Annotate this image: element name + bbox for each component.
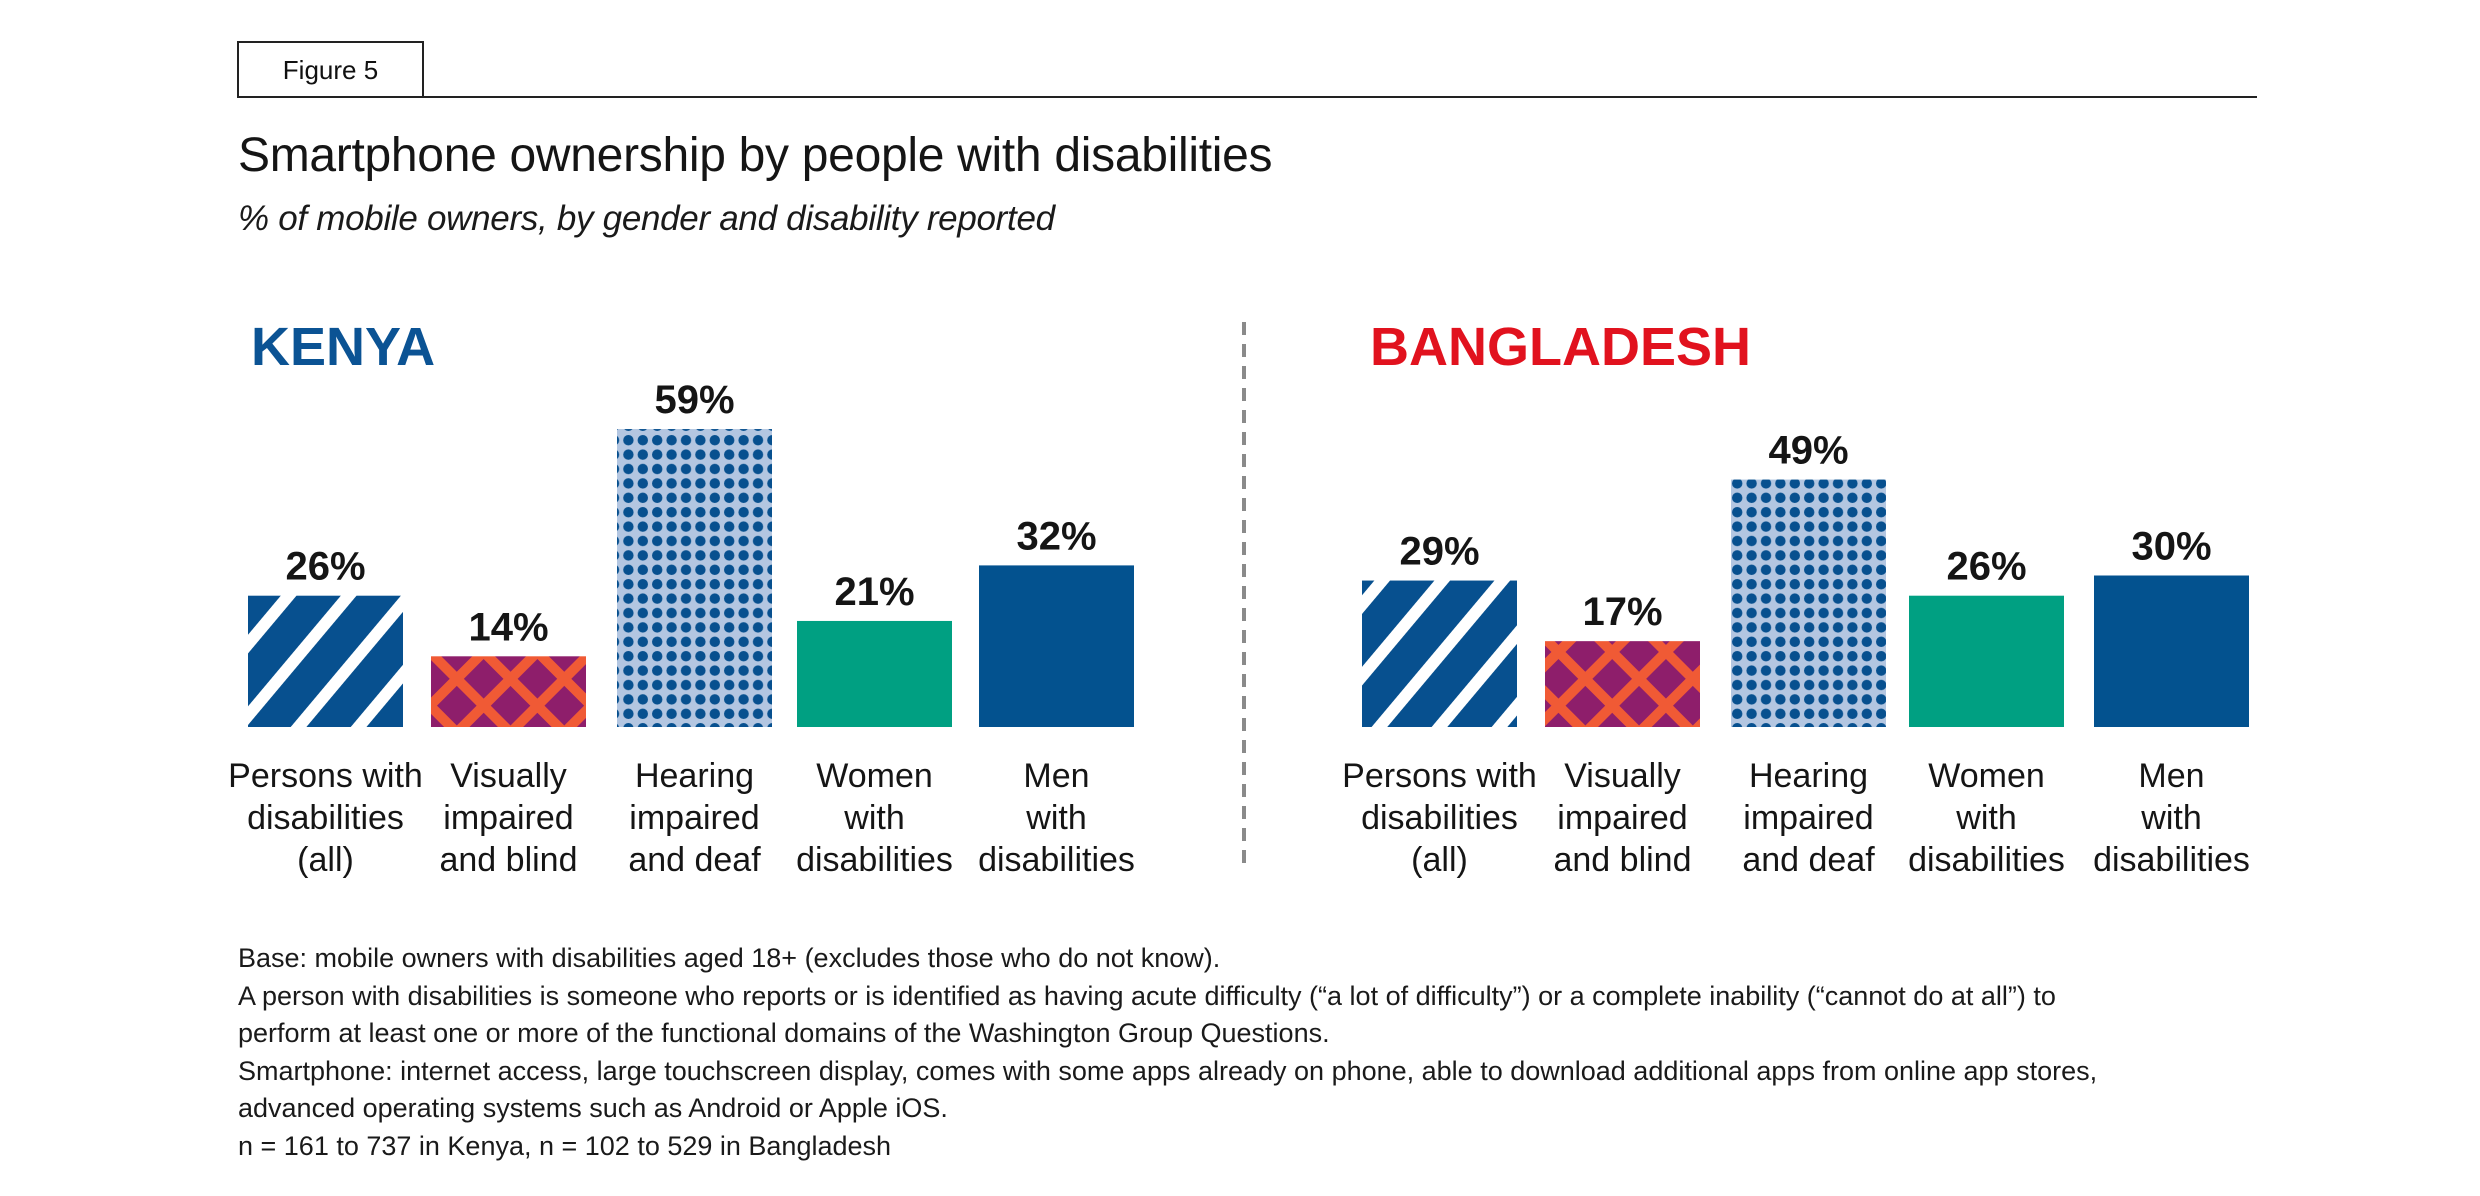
footnote-definition-1: A person with disabilities is someone wh… [238,980,2056,1011]
bangladesh-category-label-2-line-3: and blind [1553,841,1691,879]
kenya-category-label-4-line-3: disabilities [796,841,953,879]
kenya-category-label-3-line-3: and deaf [628,841,761,879]
kenya-category-label-3-line-1: Hearing [635,757,754,795]
bangladesh-value-label-3: 49% [1768,429,1848,473]
bangladesh-category-label-3-line-1: Hearing [1749,757,1868,795]
kenya-category-label-5-line-3: disabilities [978,841,1135,879]
kenya-category-label-5-line-1: Men [1023,757,1089,795]
bangladesh-value-label-1: 29% [1399,530,1479,574]
bangladesh-category-label-3-line-3: and deaf [1742,841,1875,879]
chart-title: Smartphone ownership by people with disa… [238,129,1273,182]
figure-label-text: Figure 5 [282,54,379,85]
footnote-smartphone-2: advanced operating systems such as Andro… [238,1093,948,1123]
bangladesh-category-label-4-line-1: Women [1928,757,2045,795]
bangladesh-panel-title: BANGLADESH [1370,317,1752,377]
bangladesh-category-label-2-line-2: impaired [1557,799,1687,837]
kenya-bar-3 [617,429,772,727]
bangladesh-category-label-5-line-2: with [2140,799,2201,837]
bangladesh-value-label-5: 30% [2131,525,2211,569]
bangladesh-category-label-5-line-3: disabilities [2093,841,2250,879]
kenya-category-label-4-line-2: with [843,799,904,837]
bangladesh-category-label-4-line-2: with [1955,799,2016,837]
figure-label: Figure 5 [237,41,424,97]
footnote-smartphone-1: Smartphone: internet access, large touch… [238,1055,2098,1086]
footnote-base: Base: mobile owners with disabilities ag… [238,943,1221,973]
bangladesh-value-label-4: 26% [1946,545,2026,589]
bangladesh-value-label-2: 17% [1582,590,1662,634]
panel-divider [1242,322,1246,870]
kenya-bar-2 [431,656,586,727]
bangladesh-bar-5 [2094,575,2249,727]
bangladesh-category-label-1-line-3: (all) [1411,841,1468,879]
kenya-bar-4 [797,620,952,727]
kenya-category-label-1-line-2: disabilities [247,799,404,837]
bangladesh-bar-2 [1545,641,1700,727]
kenya-category-label-5-line-2: with [1025,799,1086,837]
bangladesh-bar-1 [1362,580,1517,727]
bangladesh-category-label-1-line-1: Persons with [1342,757,1537,795]
kenya-bar-5 [979,565,1134,727]
bangladesh-category-label-3-line-2: impaired [1743,799,1873,837]
kenya-category-label-1-line-1: Persons with [228,757,423,795]
footnote-definition-2: perform at least one or more of the func… [238,1018,1330,1048]
kenya-value-label-1: 26% [285,545,365,589]
kenya-panel-title: KENYA [251,317,436,377]
kenya-category-label-2-line-2: impaired [443,799,573,837]
kenya-category-label-2-line-3: and blind [439,841,577,879]
header-rule [237,96,2257,98]
bangladesh-category-label-2-line-1: Visually [1564,757,1681,795]
kenya-value-label-2: 14% [468,605,548,649]
kenya-value-label-4: 21% [834,570,914,614]
bangladesh-bar-4 [1909,595,2064,727]
bangladesh-category-label-4-line-3: disabilities [1908,841,2065,879]
chart-subtitle: % of mobile owners, by gender and disabi… [238,199,1055,238]
footnotes: Base: mobile owners with disabilities ag… [238,940,2338,1165]
kenya-category-label-2-line-1: Visually [450,757,567,795]
bangladesh-category-label-1-line-2: disabilities [1361,799,1518,837]
kenya-bar-1 [248,595,403,727]
kenya-category-label-3-line-2: impaired [629,799,759,837]
kenya-category-label-4-line-1: Women [816,757,933,795]
kenya-value-label-3: 59% [654,378,734,422]
footnote-sample-size: n = 161 to 737 in Kenya, n = 102 to 529 … [238,1130,892,1161]
bangladesh-bar-3 [1731,479,1886,727]
kenya-value-label-5: 32% [1016,514,1096,558]
kenya-category-label-1-line-3: (all) [297,841,354,879]
bangladesh-category-label-5-line-1: Men [2138,757,2204,795]
